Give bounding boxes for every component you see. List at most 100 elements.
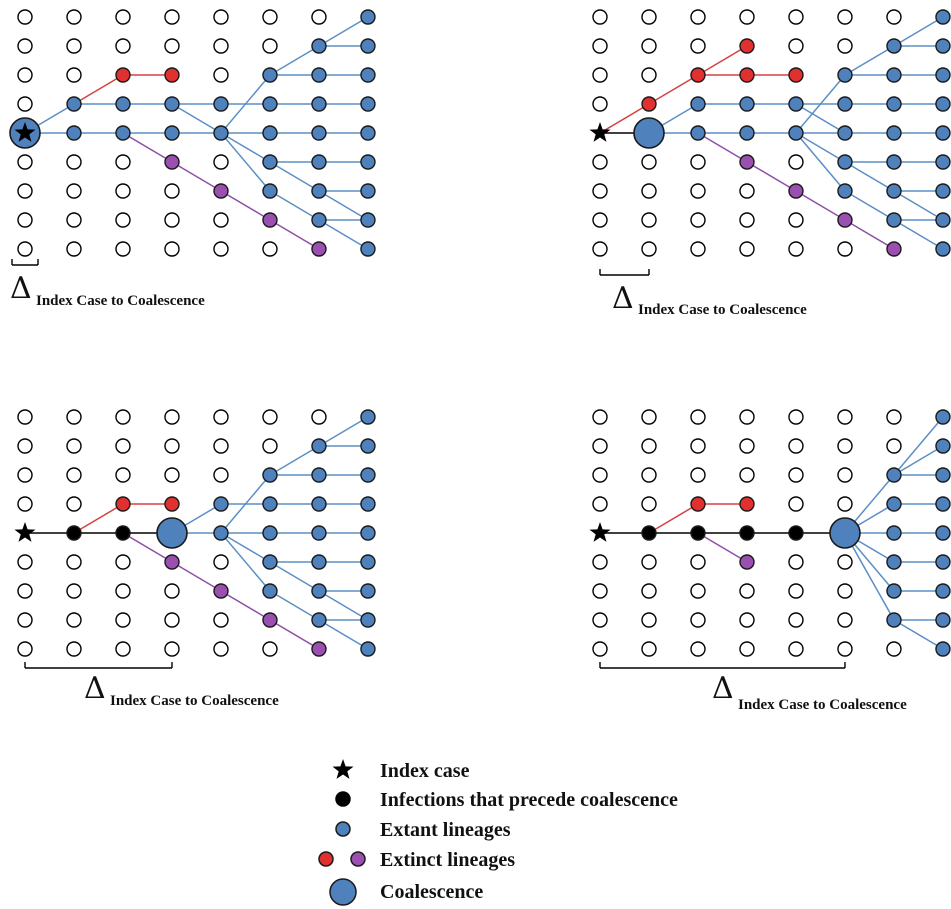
extant-node — [66, 96, 82, 112]
red-lineage-edge — [73, 74, 124, 105]
legend: Index case Infections that precede coale… — [318, 759, 678, 906]
extinct-node-red — [115, 67, 131, 83]
extant-node — [262, 583, 278, 599]
purple-lineage-edge — [697, 532, 748, 563]
red-lineage-edge — [648, 503, 699, 534]
empty-node — [641, 554, 657, 570]
blue-lineage-edge — [318, 416, 369, 447]
extant-node — [213, 96, 229, 112]
extinct-node-purple — [213, 183, 229, 199]
empty-node — [592, 438, 608, 454]
empty-node — [17, 38, 33, 54]
empty-node — [262, 438, 278, 454]
blue-lineage-edge — [893, 219, 944, 250]
empty-node — [262, 641, 278, 657]
empty-node — [213, 241, 229, 257]
empty-node — [17, 183, 33, 199]
extant-node — [262, 125, 278, 141]
extant-node — [115, 125, 131, 141]
purple-lineage-edge — [844, 219, 895, 250]
extant-node — [262, 154, 278, 170]
star-icon — [14, 522, 36, 542]
extinct-node-purple — [262, 212, 278, 228]
empty-node — [213, 38, 229, 54]
empty-node — [213, 554, 229, 570]
empty-node — [690, 438, 706, 454]
empty-node — [837, 496, 853, 512]
empty-node — [641, 409, 657, 425]
empty-node — [66, 641, 82, 657]
empty-node — [690, 612, 706, 628]
empty-node — [164, 38, 180, 54]
purple-lineage-edge — [171, 161, 222, 192]
empty-node — [17, 409, 33, 425]
empty-node — [592, 96, 608, 112]
extant-node — [360, 438, 376, 454]
empty-node — [837, 467, 853, 483]
svg-text:Δ: Δ — [612, 281, 634, 316]
empty-node — [115, 438, 131, 454]
empty-node — [788, 641, 804, 657]
extant-node — [311, 496, 327, 512]
empty-node — [641, 438, 657, 454]
coalescence-node — [829, 517, 861, 549]
extant-node — [360, 125, 376, 141]
empty-node — [788, 612, 804, 628]
star-icon — [14, 122, 36, 142]
extinct-node-purple — [311, 641, 327, 657]
extant-node — [935, 409, 951, 425]
empty-node — [837, 9, 853, 25]
empty-node — [66, 38, 82, 54]
empty-node — [690, 212, 706, 228]
extinct-node-red — [164, 496, 180, 512]
extant-node — [886, 467, 902, 483]
extant-node — [311, 212, 327, 228]
empty-node — [115, 467, 131, 483]
empty-node — [66, 409, 82, 425]
extant-node — [360, 38, 376, 54]
purple-lineage-edge — [220, 190, 271, 221]
empty-node — [262, 409, 278, 425]
extant-node — [935, 525, 951, 541]
empty-node — [115, 641, 131, 657]
empty-node — [837, 241, 853, 257]
red-lineage-edge — [648, 74, 699, 105]
extant-node — [935, 96, 951, 112]
extant-node — [360, 612, 376, 628]
blue-dot-icon — [335, 821, 351, 837]
svg-text:Index Case to Coalescence: Index Case to Coalescence — [110, 693, 279, 709]
empty-node — [592, 409, 608, 425]
blue-lineage-edge — [318, 219, 369, 250]
empty-node — [592, 9, 608, 25]
empty-node — [641, 67, 657, 83]
purple-lineage-edge — [795, 190, 846, 221]
empty-node — [17, 496, 33, 512]
extant-node — [360, 467, 376, 483]
purple-lineage-edge — [220, 590, 271, 621]
extinct-node-purple — [739, 554, 755, 570]
empty-node — [592, 212, 608, 228]
empty-node — [164, 9, 180, 25]
extant-node — [935, 67, 951, 83]
extant-node — [886, 96, 902, 112]
star-icon — [589, 122, 611, 142]
empty-node — [690, 467, 706, 483]
extant-node — [311, 67, 327, 83]
extant-node — [935, 554, 951, 570]
empty-node — [164, 467, 180, 483]
black-dot-icon — [335, 791, 351, 807]
empty-node — [739, 409, 755, 425]
extant-node — [360, 96, 376, 112]
preceding-infection-node — [115, 525, 131, 541]
empty-node — [690, 154, 706, 170]
blue-lineage-edge — [893, 16, 944, 47]
empty-node — [641, 496, 657, 512]
extant-node — [360, 641, 376, 657]
svg-text:Index Case to Coalescence: Index Case to Coalescence — [638, 302, 807, 318]
blue-lineage-edge — [220, 532, 271, 563]
extant-node — [311, 554, 327, 570]
extinct-node-red — [739, 496, 755, 512]
empty-node — [213, 212, 229, 228]
extinct-node-red — [739, 38, 755, 54]
empty-node — [641, 154, 657, 170]
